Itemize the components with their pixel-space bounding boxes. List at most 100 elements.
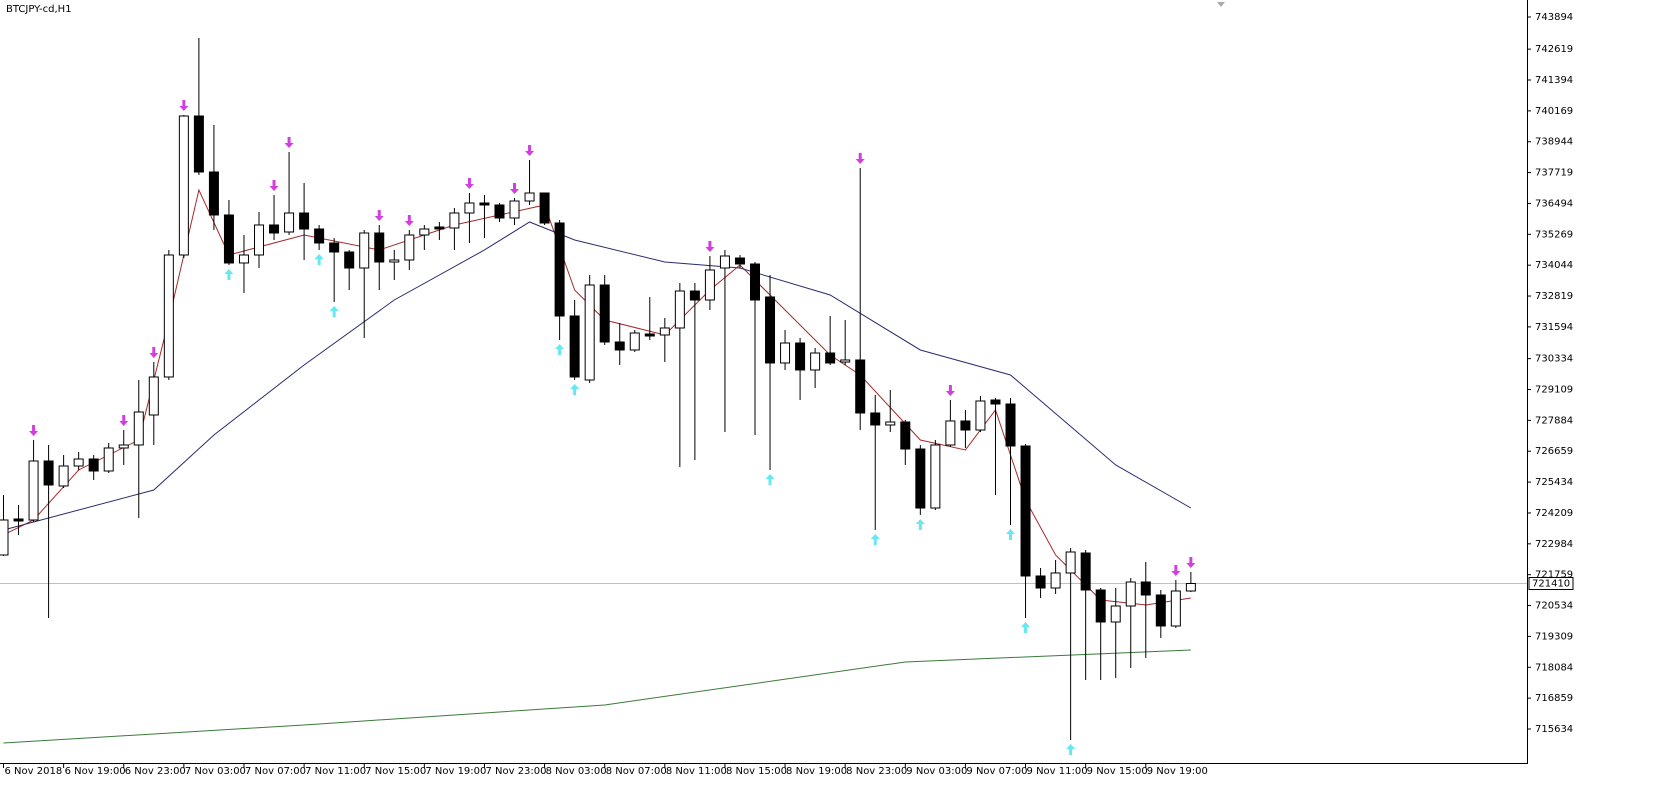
x-tick-label: 9 Nov 03:00: [906, 766, 967, 777]
y-tick-label: 738944: [1535, 137, 1573, 148]
y-tick-label: 726659: [1535, 446, 1573, 457]
fractal-down-arrow: [945, 384, 955, 396]
x-tick-label: 7 Nov 03:00: [185, 766, 246, 777]
candle-body: [930, 444, 941, 509]
y-tick-label: 724209: [1535, 508, 1573, 519]
candle-body: [494, 204, 505, 219]
y-tick-label: 743894: [1535, 12, 1573, 23]
x-tick-label: 7 Nov 15:00: [365, 766, 426, 777]
candle-body: [1080, 552, 1091, 591]
fractal-down-arrow: [149, 346, 159, 358]
candle-body: [254, 224, 265, 256]
candle-body: [1095, 589, 1106, 623]
candle-body: [855, 359, 866, 414]
candle-body: [0, 519, 9, 556]
fractal-up-arrow: [314, 253, 324, 265]
x-tick-label: 7 Nov 23:00: [485, 766, 546, 777]
candle-body: [479, 202, 490, 206]
y-tick-label: 737719: [1535, 168, 1573, 179]
candle-body: [795, 342, 806, 371]
candle-body: [148, 376, 159, 416]
x-tick-label: 9 Nov 19:00: [1147, 766, 1208, 777]
y-tick-label: 720534: [1535, 601, 1573, 612]
candle-body: [1035, 575, 1046, 589]
candle-body: [539, 192, 550, 224]
fractal-up-arrow: [765, 473, 775, 485]
candle-body: [178, 115, 189, 256]
fractal-up-arrow: [570, 383, 580, 395]
x-tick-label: 6 Nov 2018: [5, 766, 63, 777]
candle-body: [43, 460, 54, 486]
candle-body: [269, 224, 280, 234]
candle-body: [945, 420, 956, 446]
candle-body: [419, 228, 430, 236]
y-tick-label: 740169: [1535, 106, 1573, 117]
x-tick-label: 6 Nov 23:00: [125, 766, 186, 777]
y-tick-label: 741394: [1535, 75, 1573, 86]
x-tick-label: 9 Nov 15:00: [1087, 766, 1148, 777]
candle-body: [238, 254, 249, 264]
candle-body: [284, 212, 295, 233]
y-tick-label: 734044: [1535, 260, 1573, 271]
candle-body: [524, 192, 535, 202]
candle-body: [554, 222, 565, 317]
candle-body: [1020, 445, 1031, 577]
candle-body: [28, 460, 39, 521]
candle-body: [584, 284, 595, 381]
candle-body: [208, 171, 219, 216]
y-tick-label: 727884: [1535, 415, 1573, 426]
candle-body: [734, 257, 745, 265]
y-tick-label: 729109: [1535, 385, 1573, 396]
candle-body: [374, 232, 385, 263]
candle-body: [644, 333, 655, 337]
candle-body: [314, 228, 325, 244]
fractal-up-arrow: [555, 344, 565, 356]
candle-body: [885, 421, 896, 426]
candle-body: [1065, 551, 1076, 574]
last-price-label: 721410: [1532, 578, 1570, 589]
fractal-down-arrow: [525, 144, 535, 156]
fractal-up-arrow: [1021, 621, 1031, 633]
fractal-down-arrow: [855, 152, 865, 164]
candle-body: [990, 399, 1001, 405]
candle-body: [719, 255, 730, 269]
shift-marker: [1217, 2, 1225, 7]
candle-body: [118, 444, 129, 449]
y-tick-label: 719309: [1535, 631, 1573, 642]
fractal-up-arrow: [870, 533, 880, 545]
fractal-down-arrow: [269, 180, 279, 192]
candle-body: [1050, 572, 1061, 589]
candle-body: [1125, 581, 1136, 607]
candle-body: [780, 342, 791, 364]
x-tick-label: 9 Nov 07:00: [966, 766, 1027, 777]
candle-body: [163, 254, 174, 378]
candle-body: [434, 226, 445, 230]
candle-body: [900, 421, 911, 450]
y-tick-label: 735269: [1535, 229, 1573, 240]
candle-body: [509, 200, 520, 219]
candle-body: [674, 290, 685, 329]
x-tick-label: 9 Nov 11:00: [1027, 766, 1088, 777]
candle-body: [464, 202, 475, 214]
fractal-down-arrow: [374, 209, 384, 221]
fractal-down-arrow: [510, 183, 520, 195]
fractal-down-arrow: [1171, 564, 1181, 576]
y-tick-label: 732819: [1535, 291, 1573, 302]
x-tick-label: 6 Nov 19:00: [65, 766, 126, 777]
fractal-down-arrow: [404, 215, 414, 227]
y-tick-label: 716859: [1535, 693, 1573, 704]
fractal-down-arrow: [1186, 556, 1196, 568]
y-tick-label: 742619: [1535, 44, 1573, 55]
candle-body: [750, 263, 760, 301]
last-price-box: [1528, 576, 1574, 590]
x-tick-label: 8 Nov 19:00: [786, 766, 847, 777]
fractal-down-arrow: [119, 415, 129, 427]
y-tick-label: 725434: [1535, 477, 1573, 488]
y-tick-label: 721759: [1535, 570, 1573, 581]
candle-body: [765, 296, 776, 364]
candle-body: [344, 251, 355, 269]
indicator-line: [3, 221, 1192, 531]
fractal-down-arrow: [179, 99, 189, 111]
fractal-up-arrow: [915, 518, 925, 530]
